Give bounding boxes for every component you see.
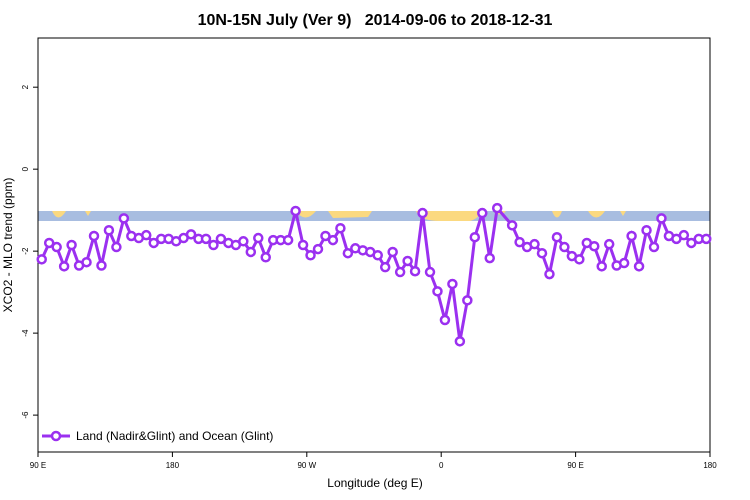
data-point	[103, 224, 115, 236]
data-point	[253, 232, 264, 244]
data-point	[312, 243, 324, 255]
data-point	[574, 254, 585, 265]
data-point	[208, 239, 219, 251]
data-point	[641, 224, 652, 236]
data-point	[432, 286, 443, 297]
data-point	[335, 222, 346, 234]
data-point	[118, 213, 130, 224]
data-point	[529, 238, 540, 250]
data-point	[372, 249, 383, 261]
data-point	[596, 261, 607, 272]
data-point	[514, 236, 525, 248]
data-point	[96, 260, 107, 271]
data-point	[491, 202, 503, 214]
legend-label: Land (Nadir&Glint) and Ocean (Glint)	[76, 429, 273, 443]
x-tick-label: 180	[166, 461, 180, 470]
data-point	[618, 257, 630, 269]
data-point	[387, 246, 398, 258]
x-tick-label: 90 E	[30, 461, 46, 470]
data-point	[260, 252, 271, 263]
y-tick-label: -2	[21, 247, 30, 255]
data-point	[245, 246, 257, 258]
data-point	[282, 234, 294, 246]
data-point	[686, 237, 697, 249]
data-point	[417, 207, 428, 219]
data-point	[544, 268, 555, 280]
data-point	[43, 237, 55, 249]
data-point	[36, 254, 47, 265]
data-point	[484, 252, 495, 264]
data-point	[200, 233, 212, 245]
series-line	[40, 204, 707, 342]
data-point	[238, 236, 249, 247]
chart-title: 10N-15N July (Ver 9) 2014-09-06 to 2018-…	[198, 12, 553, 29]
data-point	[215, 233, 227, 245]
data-point	[462, 295, 473, 306]
data-point	[506, 220, 518, 231]
data-point	[424, 266, 436, 278]
land-ocean-band	[38, 211, 710, 221]
data-point	[626, 230, 637, 242]
data-point	[51, 241, 62, 253]
data-point	[633, 261, 645, 272]
y-tick-label: -6	[21, 411, 30, 419]
data-point	[290, 205, 301, 217]
legend-marker	[50, 430, 62, 442]
data-point	[88, 230, 100, 242]
data-point	[342, 247, 354, 259]
data-point	[559, 241, 570, 253]
y-tick-label: 2	[21, 84, 30, 89]
x-tick-label: 90 W	[297, 461, 316, 470]
data-point	[656, 213, 667, 224]
y-axis-label: XCO2 - MLO trend (ppm)	[1, 178, 15, 313]
data-point	[454, 336, 466, 347]
y-tick-label: 0	[21, 166, 30, 171]
legend-item: Land (Nadir&Glint) and Ocean (Glint)	[42, 429, 273, 443]
ocean-band	[38, 211, 710, 221]
data-point	[678, 229, 690, 241]
data-point	[320, 230, 331, 242]
data-point	[589, 240, 600, 252]
data-point	[185, 229, 197, 240]
data-point	[81, 256, 92, 268]
data-point	[327, 234, 339, 246]
data-point	[141, 229, 152, 241]
data-point	[379, 261, 391, 273]
data-point	[447, 278, 458, 290]
data-point	[305, 249, 316, 261]
x-tick-label: 0	[439, 461, 444, 470]
data-point	[603, 238, 615, 250]
data-point	[58, 261, 70, 272]
data-point	[477, 207, 488, 219]
data-point	[402, 255, 413, 267]
x-tick-label: 90 E	[567, 461, 583, 470]
data-point	[409, 265, 421, 277]
land-patch	[52, 211, 626, 221]
data-point	[551, 231, 563, 243]
y-tick-label: -4	[21, 329, 30, 337]
data-point	[148, 237, 159, 249]
x-axis-label: Longitude (deg E)	[327, 476, 422, 490]
data-point	[297, 239, 309, 251]
x-tick-label: 180	[703, 461, 717, 470]
data-point	[701, 233, 712, 245]
data-point	[536, 247, 548, 259]
data-point	[394, 266, 406, 278]
data-point	[648, 241, 660, 253]
data-point	[469, 231, 481, 243]
plot-frame	[37, 37, 711, 453]
data-point	[111, 241, 122, 253]
data-point	[66, 239, 77, 251]
data-point	[439, 314, 451, 326]
